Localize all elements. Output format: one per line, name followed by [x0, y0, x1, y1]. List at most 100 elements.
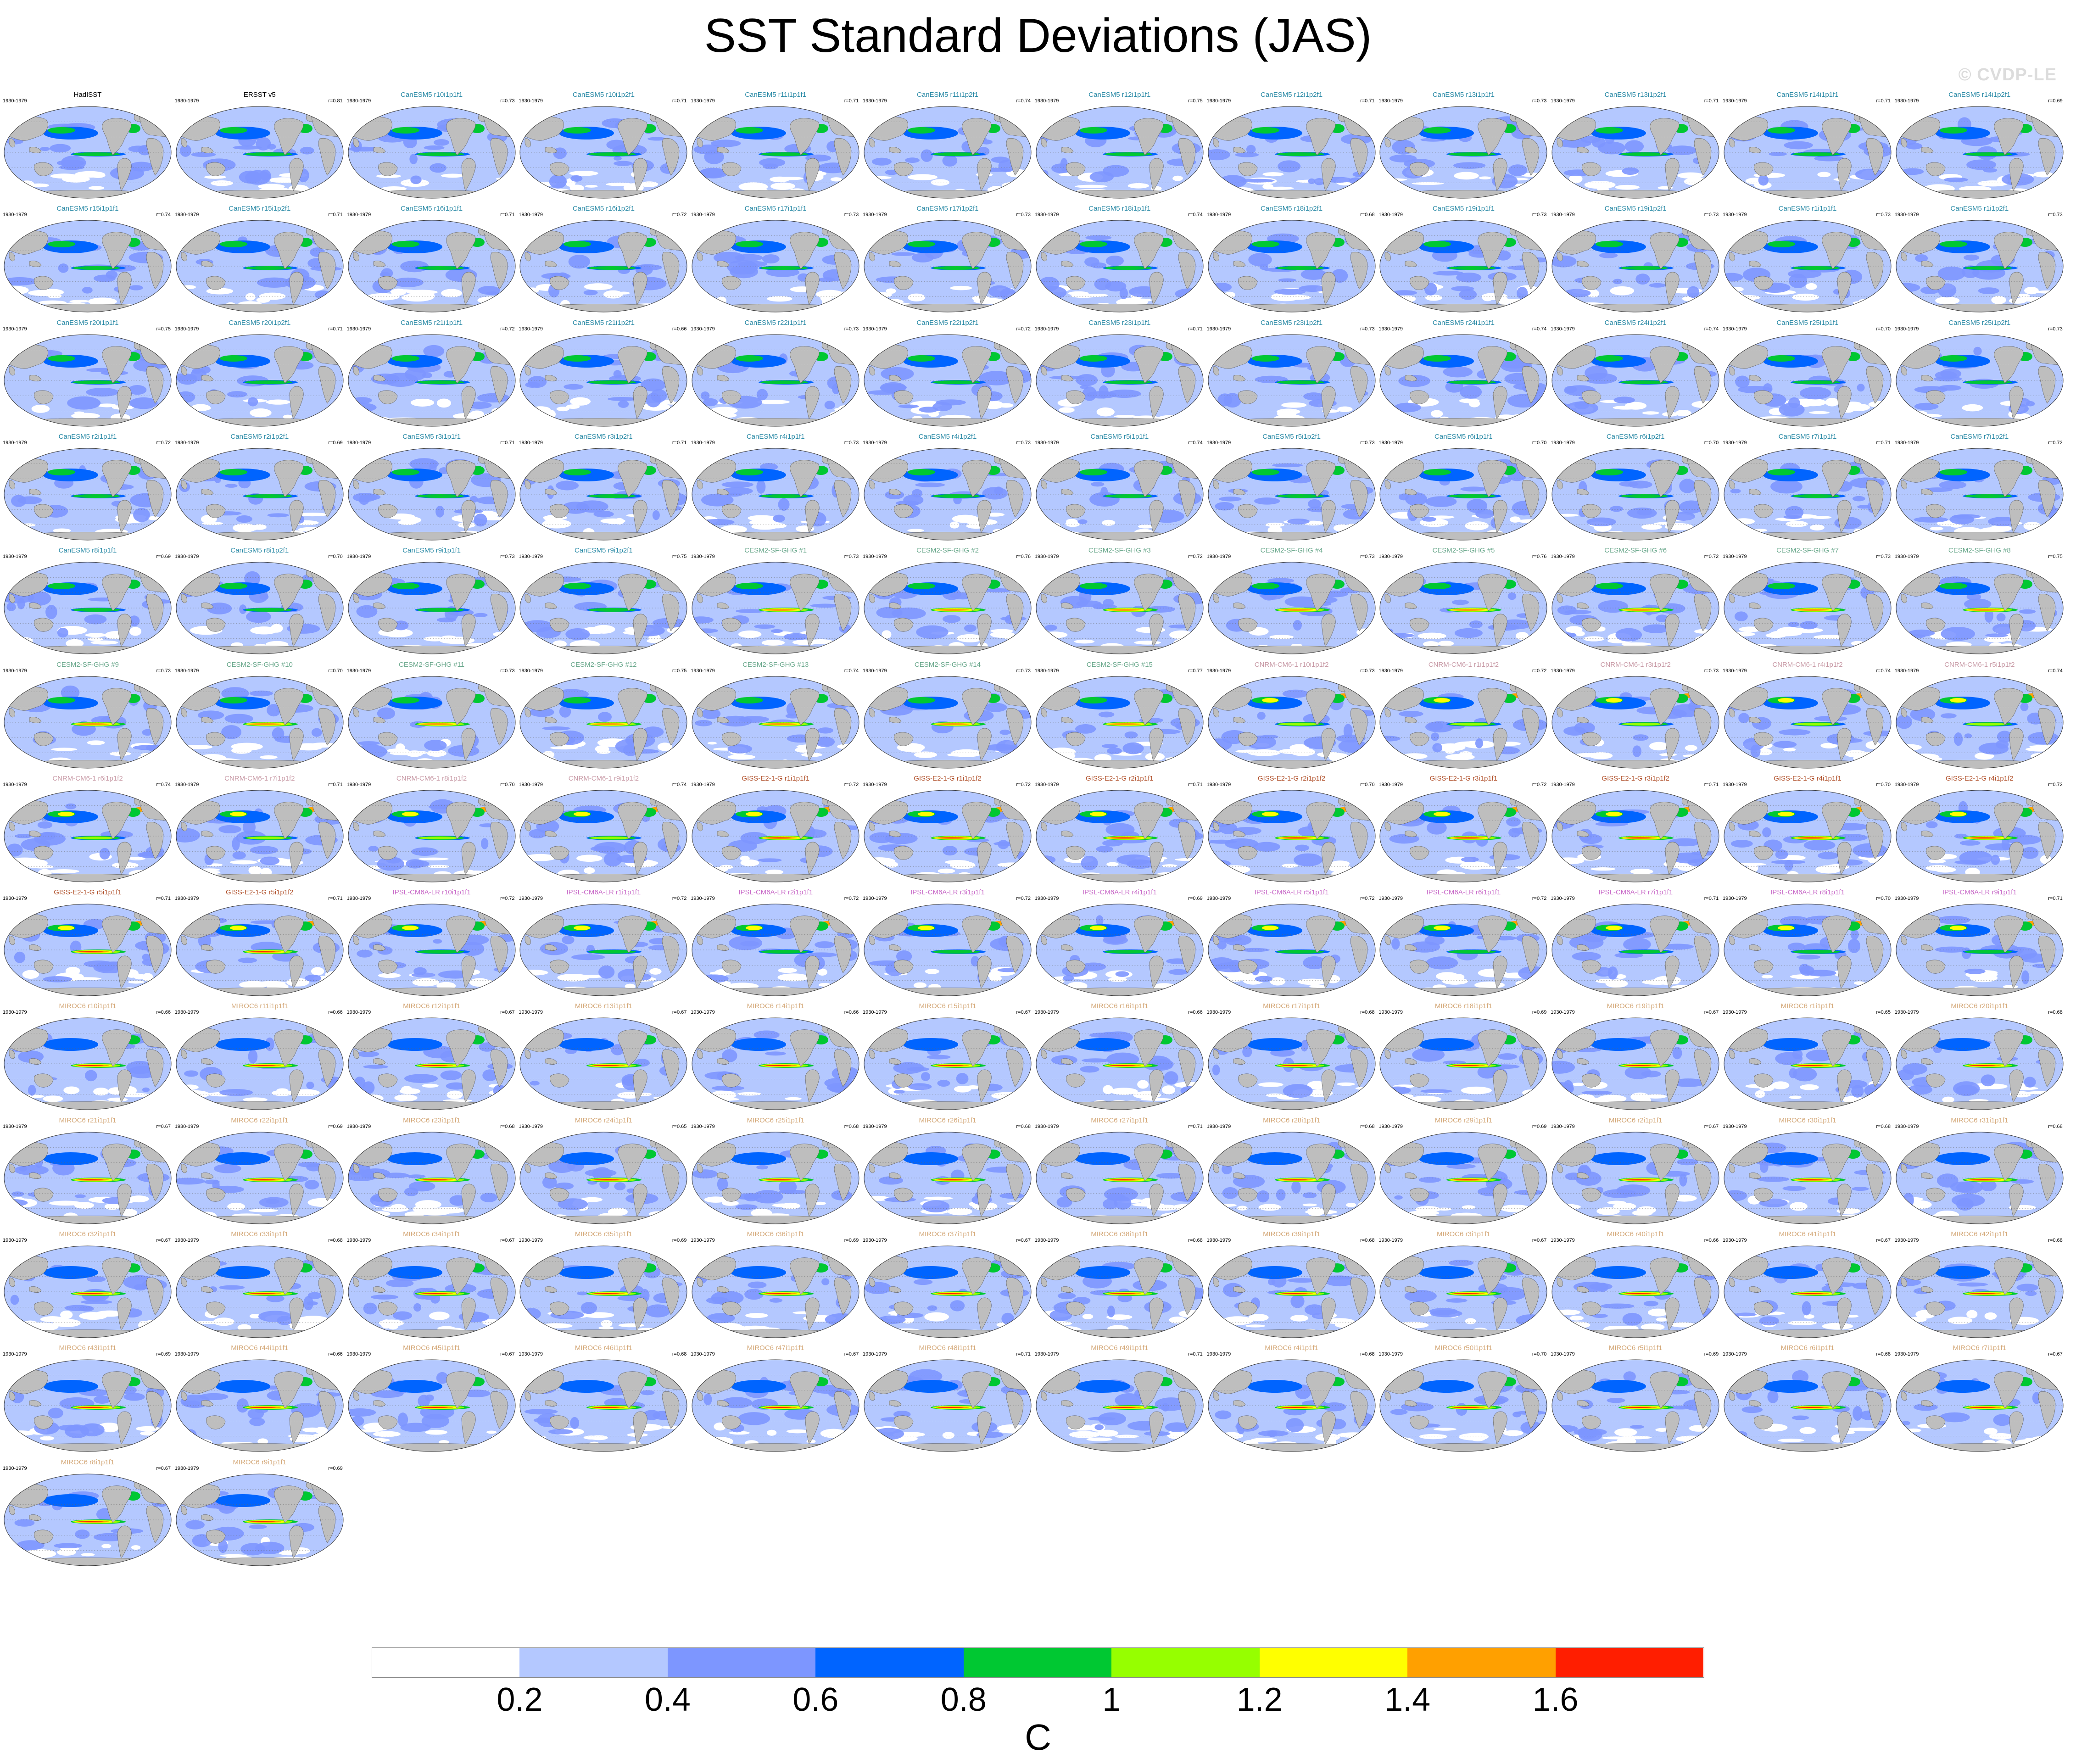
colorbar-outline — [372, 1647, 1704, 1678]
colorbar-tick: 1.2 — [1236, 1681, 1283, 1718]
panel-period-label: 1930-1979 — [174, 782, 199, 787]
map-panel: CanESM5 r22i1p2f1 1930-1979 r=0.72 — [862, 318, 1033, 433]
map-panel: CanESM5 r10i1p1f1 1930-1979 r=0.73 — [346, 90, 518, 205]
map-panel: MIROC6 r46i1p1f1 1930-1979 r=0.68 — [518, 1343, 689, 1458]
panel-period-label: 1930-1979 — [1551, 326, 1575, 332]
panel-correlation-label: r=0.71 — [328, 896, 343, 902]
map-panel: MIROC6 r21i1p1f1 1930-1979 r=0.67 — [2, 1116, 173, 1230]
panel-model-label: CESM2-SF-GHG #5 — [1432, 547, 1495, 555]
map-panel: CanESM5 r17i1p1f1 1930-1979 r=0.73 — [690, 204, 861, 318]
panel-correlation-label: r=0.73 — [844, 440, 859, 446]
panel-correlation-label: r=0.68 — [1876, 1351, 1891, 1357]
panel-model-label: MIROC6 r27i1p1f1 — [1091, 1116, 1149, 1124]
panel-period-label: 1930-1979 — [863, 1238, 887, 1243]
panel-correlation-label: r=0.67 — [2048, 1351, 2063, 1357]
map-panel: MIROC6 r12i1p1f1 1930-1979 r=0.67 — [346, 1001, 518, 1116]
sst-map — [1208, 790, 1376, 882]
panel-model-label: IPSL-CM6A-LR r10i1p1f1 — [392, 888, 471, 897]
panel-period-label: 1930-1979 — [1894, 1351, 1919, 1357]
map-panel: CanESM5 r8i1p2f1 1930-1979 r=0.70 — [174, 546, 346, 660]
map-panel: MIROC6 r4i1p1f1 1930-1979 r=0.68 — [1206, 1343, 1378, 1458]
colorbar-tick: 0.6 — [792, 1681, 839, 1718]
panel-period-label: 1930-1979 — [174, 1465, 199, 1471]
panel-model-label: CanESM5 r23i1p2f1 — [1261, 318, 1323, 327]
panel-model-label: CNRM-CM6-1 r1i1p1f2 — [1428, 660, 1499, 669]
panel-model-label: CESM2-SF-GHG #3 — [1088, 547, 1151, 555]
sst-map — [4, 562, 172, 654]
map-panel: MIROC6 r32i1p1f1 1930-1979 r=0.67 — [2, 1229, 173, 1344]
sst-map — [519, 904, 687, 996]
sst-map — [1036, 220, 1204, 313]
panel-model-label: CanESM5 r11i1p2f1 — [917, 91, 978, 99]
panel-correlation-label: r=0.74 — [1188, 440, 1203, 446]
panel-correlation-label: r=0.73 — [1016, 668, 1031, 674]
panel-period-label: 1930-1979 — [863, 440, 887, 446]
panel-model-label: MIROC6 r42i1p1f1 — [1951, 1230, 2009, 1238]
sst-map — [1724, 790, 1892, 882]
panel-model-label: CESM2-SF-GHG #2 — [916, 547, 979, 555]
map-panel: CNRM-CM6-1 r6i1p1f2 1930-1979 r=0.74 — [2, 774, 173, 888]
sst-map — [1724, 334, 1892, 427]
panel-model-label: CESM2-SF-GHG #7 — [1776, 547, 1839, 555]
colorbar-cell — [372, 1647, 520, 1678]
map-panel: MIROC6 r44i1p1f1 1930-1979 r=0.66 — [174, 1343, 346, 1458]
panel-correlation-label: r=0.70 — [1876, 896, 1891, 902]
sst-map — [519, 220, 687, 313]
panel-period-label: 1930-1979 — [1723, 554, 1747, 560]
panel-period-label: 1930-1979 — [3, 668, 27, 674]
sst-map — [1379, 904, 1547, 996]
colorbar-tick: 1.4 — [1384, 1681, 1431, 1718]
panel-period-label: 1930-1979 — [1894, 326, 1919, 332]
panel-period-label: 1930-1979 — [1551, 440, 1575, 446]
map-panel: MIROC6 r49i1p1f1 1930-1979 r=0.71 — [1034, 1343, 1205, 1458]
sst-map — [1724, 220, 1892, 313]
panel-period-label: 1930-1979 — [1723, 98, 1747, 104]
sst-map — [1896, 448, 2064, 541]
colorbar-tick: 0.4 — [644, 1681, 691, 1718]
colorbar-cell — [1111, 1647, 1260, 1678]
panel-period-label: 1930-1979 — [1206, 554, 1231, 560]
panel-model-label: MIROC6 r23i1p1f1 — [403, 1116, 461, 1124]
map-panel: MIROC6 r29i1p1f1 1930-1979 r=0.69 — [1378, 1116, 1549, 1230]
panel-correlation-label: r=0.73 — [1360, 326, 1375, 332]
panel-period-label: 1930-1979 — [346, 98, 371, 104]
panel-model-label: IPSL-CM6A-LR r1i1p1f1 — [566, 888, 641, 897]
map-panel: CanESM5 r7i1p2f1 1930-1979 r=0.72 — [1894, 432, 2065, 547]
panel-correlation-label: r=0.71 — [1876, 440, 1891, 446]
sst-map — [519, 1359, 687, 1452]
panel-period-label: 1930-1979 — [1723, 326, 1747, 332]
panel-period-label: 1930-1979 — [1206, 440, 1231, 446]
colorbar-tick: 1 — [1102, 1681, 1121, 1718]
sst-map — [692, 334, 859, 427]
panel-model-label: CanESM5 r18i1p2f1 — [1261, 205, 1323, 213]
map-panel: MIROC6 r7i1p1f1 1930-1979 r=0.67 — [1894, 1343, 2065, 1458]
panel-model-label: MIROC6 r34i1p1f1 — [403, 1230, 461, 1238]
panel-model-label: MIROC6 r25i1p1f1 — [747, 1116, 804, 1124]
map-panel: CESM2-SF-GHG #11 1930-1979 r=0.73 — [346, 660, 518, 775]
panel-period-label: 1930-1979 — [1551, 1351, 1575, 1357]
sst-map — [864, 1359, 1032, 1452]
map-panel: CanESM5 r2i1p2f1 1930-1979 r=0.69 — [174, 432, 346, 547]
sst-map — [519, 790, 687, 882]
panel-model-label: CESM2-SF-GHG #10 — [226, 660, 293, 669]
sst-map — [692, 562, 859, 654]
panel-correlation-label: r=0.67 — [1016, 1010, 1031, 1016]
panel-model-label: MIROC6 r44i1p1f1 — [231, 1344, 289, 1352]
panel-period-label: 1930-1979 — [1551, 98, 1575, 104]
sst-map — [4, 106, 172, 199]
map-panel: CanESM5 r16i1p2f1 1930-1979 r=0.72 — [518, 204, 689, 318]
map-panel: MIROC6 r45i1p1f1 1930-1979 r=0.67 — [346, 1343, 518, 1458]
map-panel: CESM2-SF-GHG #14 1930-1979 r=0.73 — [862, 660, 1033, 775]
panel-correlation-label: r=0.72 — [844, 896, 859, 902]
panel-correlation-label: r=0.72 — [672, 212, 687, 218]
panel-model-label: CESM2-SF-GHG #6 — [1604, 547, 1667, 555]
sst-map — [176, 1245, 344, 1338]
map-panel: MIROC6 r39i1p1f1 1930-1979 r=0.68 — [1206, 1229, 1378, 1344]
panel-model-label: CanESM5 r21i1p1f1 — [401, 318, 463, 327]
panel-correlation-label: r=0.69 — [1188, 896, 1203, 902]
sst-map — [1724, 1017, 1892, 1110]
panel-period-label: 1930-1979 — [863, 554, 887, 560]
panel-period-label: 1930-1979 — [174, 98, 199, 104]
panel-model-label: CanESM5 r6i1p1f1 — [1434, 432, 1493, 441]
panel-model-label: GISS-E2-1-G r3i1p1f2 — [1602, 774, 1669, 782]
